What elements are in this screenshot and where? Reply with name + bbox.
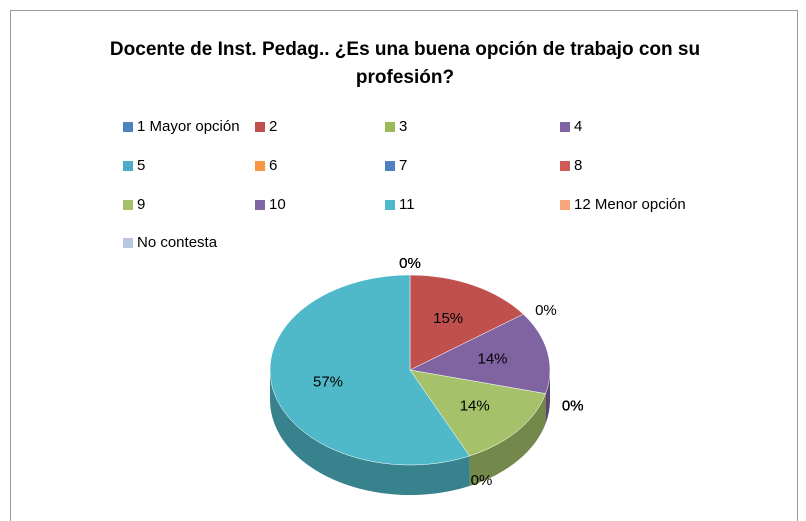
legend-label: 7 xyxy=(399,157,407,174)
pie-side xyxy=(545,370,550,424)
legend-label: 2 xyxy=(269,118,277,135)
legend-swatch xyxy=(560,161,570,171)
legend-label: 10 xyxy=(269,196,286,213)
data-label: 14% xyxy=(460,397,490,414)
legend-label: 11 xyxy=(399,196,415,213)
legend-swatch xyxy=(123,200,133,210)
legend-swatch xyxy=(385,200,395,210)
legend-label: 12 Menor opción xyxy=(574,196,686,213)
data-label: 0% xyxy=(399,255,421,272)
data-label: 57% xyxy=(313,373,343,390)
pie-slice xyxy=(409,313,551,394)
data-label: 14% xyxy=(477,350,507,367)
data-label: 0% xyxy=(562,397,584,414)
legend-label: 8 xyxy=(574,157,582,174)
pie-slice xyxy=(409,369,546,457)
legend-label: 5 xyxy=(137,157,145,174)
data-label: 15% xyxy=(433,310,463,327)
legend-swatch xyxy=(560,122,570,132)
legend-label: 1 Mayor opción xyxy=(137,118,240,135)
legend-swatch xyxy=(123,161,133,171)
pie-side xyxy=(469,393,546,486)
legend-swatch xyxy=(385,122,395,132)
pie-slice xyxy=(409,274,524,371)
chart-frame xyxy=(10,10,798,521)
data-label: 0% xyxy=(562,397,584,414)
pie-side xyxy=(270,370,470,495)
legend-label: 4 xyxy=(574,118,582,135)
legend-swatch xyxy=(255,122,265,132)
legend-label: No contesta xyxy=(137,234,218,251)
legend-swatch xyxy=(255,200,265,210)
data-label: 0% xyxy=(399,255,421,272)
data-label: 0% xyxy=(535,302,557,319)
data-label: 0% xyxy=(471,472,493,489)
legend-swatch xyxy=(385,161,395,171)
legend-label: 9 xyxy=(137,196,145,213)
legend-swatch xyxy=(123,122,133,132)
data-label: 0% xyxy=(562,397,584,414)
legend-label: 6 xyxy=(269,157,277,174)
legend-swatch xyxy=(255,161,265,171)
legend-label: 3 xyxy=(399,118,407,135)
legend-swatch xyxy=(560,200,570,210)
legend-swatch xyxy=(123,238,133,248)
chart-title: Docente de Inst. Pedag.. ¿Es una buena o… xyxy=(109,39,701,88)
data-label: 0% xyxy=(562,397,584,414)
data-label: 0% xyxy=(399,255,421,272)
pie-slice xyxy=(269,274,471,466)
